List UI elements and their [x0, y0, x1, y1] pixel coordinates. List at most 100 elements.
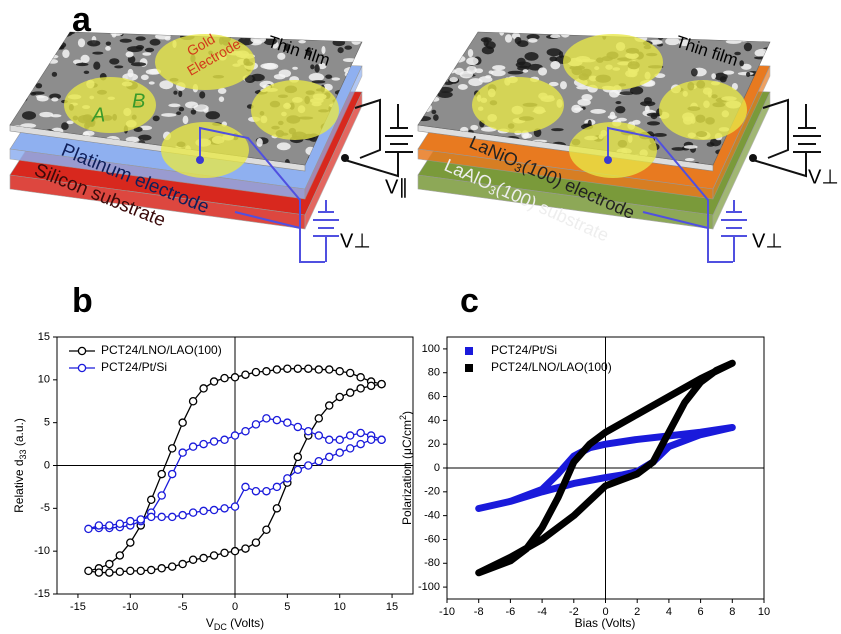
- data-point: [326, 453, 333, 460]
- grain: [360, 129, 372, 134]
- x-tick-label: 6: [698, 606, 704, 618]
- data-point: [148, 513, 155, 520]
- grain: [335, 167, 347, 171]
- axis-label: Polarization (μC/cm2): [398, 411, 414, 525]
- label-part: Relative d: [12, 459, 26, 512]
- grain: [92, 52, 103, 55]
- grain: [106, 42, 111, 46]
- axis-label: Bias (Volts): [575, 616, 636, 630]
- data-point: [231, 374, 238, 381]
- grain: [444, 82, 453, 85]
- legend-marker: [78, 347, 85, 354]
- data-point: [284, 475, 291, 482]
- grain: [4, 57, 19, 60]
- grain: [358, 133, 373, 140]
- grain: [36, 24, 42, 32]
- probe-tip: [196, 156, 204, 164]
- data-point: [357, 440, 364, 447]
- data-point: [127, 518, 134, 525]
- data-point: [315, 366, 322, 373]
- grain: [508, 71, 524, 75]
- legend-label: PCT24/Pt/Si: [491, 343, 557, 357]
- voltage-label: V⊥: [752, 230, 783, 252]
- y-tick-label: -40: [424, 510, 440, 522]
- grain: [653, 133, 667, 137]
- grain: [442, 69, 457, 74]
- grain: [306, 26, 314, 32]
- grain: [359, 86, 374, 92]
- battery: [721, 200, 747, 262]
- grain: [601, 27, 614, 34]
- data-point: [347, 432, 354, 439]
- grain: [191, 109, 197, 114]
- grain: [709, 31, 716, 37]
- data-point: [169, 445, 176, 452]
- grain: [1, 102, 15, 110]
- data-point: [336, 393, 343, 400]
- grain: [93, 61, 100, 69]
- data-point: [210, 438, 217, 445]
- grain: [550, 61, 560, 69]
- label-part: Polarization (μC/cm: [400, 420, 414, 525]
- grain: [764, 33, 777, 36]
- grain: [438, 48, 450, 51]
- grain: [149, 81, 155, 84]
- grain: [703, 31, 716, 38]
- grain: [359, 116, 366, 120]
- grain: [442, 36, 451, 44]
- probe-tip: [341, 154, 349, 162]
- data-point: [106, 569, 113, 576]
- data-point: [368, 436, 375, 443]
- grain: [769, 76, 781, 82]
- grain: [410, 83, 419, 86]
- grain: [528, 38, 538, 43]
- data-point: [158, 470, 165, 477]
- label-part: V: [206, 616, 214, 630]
- grain: [751, 29, 757, 37]
- grain: [744, 43, 752, 52]
- grain: [431, 84, 440, 87]
- y-tick-label: 20: [428, 438, 440, 450]
- grain: [362, 61, 367, 69]
- y-tick-label: -80: [424, 557, 440, 569]
- grain: [614, 25, 620, 34]
- grain: [6, 27, 22, 33]
- legend-label: PCT24/LNO/LAO(100): [101, 343, 222, 357]
- grain: [407, 110, 417, 118]
- data-point: [158, 513, 165, 520]
- y-tick-label: 40: [428, 414, 440, 426]
- grain: [44, 52, 53, 59]
- grain: [547, 48, 562, 56]
- grain: [183, 116, 189, 124]
- grain: [492, 65, 505, 70]
- grain: [186, 28, 195, 32]
- grain: [34, 41, 46, 49]
- grain: [647, 121, 660, 125]
- data-point: [263, 415, 270, 422]
- y-tick-label: 5: [44, 417, 50, 429]
- grain: [279, 69, 291, 77]
- grain: [711, 73, 716, 79]
- grain: [560, 29, 570, 37]
- grain: [590, 109, 606, 114]
- electrode-dot: [659, 80, 747, 140]
- grain: [412, 109, 417, 115]
- grain: [684, 145, 698, 149]
- grain: [55, 45, 63, 49]
- voltage-label: V⊥: [340, 230, 371, 252]
- x-tick-label: -10: [122, 601, 138, 613]
- grain: [250, 35, 266, 43]
- data-point: [190, 509, 197, 516]
- grain: [185, 101, 198, 108]
- grain: [217, 27, 228, 31]
- grain: [153, 116, 160, 122]
- grain: [367, 25, 371, 29]
- figure: a Thin film Gold Electrode A B Platinum …: [0, 0, 841, 634]
- grain: [5, 170, 9, 178]
- data-point: [263, 368, 270, 375]
- grain: [455, 28, 469, 33]
- y-tick-label: 15: [38, 331, 50, 343]
- grain: [483, 38, 488, 47]
- data-point: [137, 567, 144, 574]
- data-point: [378, 381, 385, 388]
